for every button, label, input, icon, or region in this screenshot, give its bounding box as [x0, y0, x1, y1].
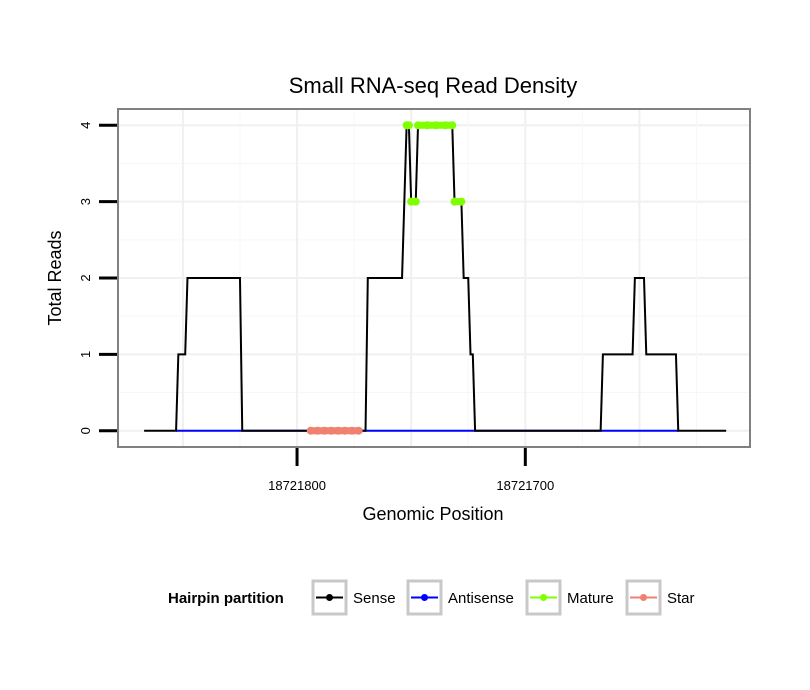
series-star-point: [354, 426, 363, 435]
series-star-point: [327, 426, 336, 435]
y-tick-label: 0: [78, 427, 93, 434]
y-tick-label: 2: [78, 274, 93, 281]
legend: Hairpin partition Sense Antisense Mature St…: [168, 579, 695, 616]
series-star-point: [306, 426, 315, 435]
legend-item-sense: Sense: [311, 579, 396, 616]
series-mature-point: [404, 121, 413, 130]
series-mature-point: [423, 121, 432, 130]
legend-key-point: [326, 594, 333, 601]
x-axis-label: Genomic Position: [362, 504, 503, 524]
y-axis-label: Total Reads: [45, 230, 65, 325]
y-axis: 0 1 2 3 4: [78, 122, 117, 434]
legend-key-point: [540, 594, 547, 601]
plot-panel-border: [117, 108, 751, 448]
series-mature-point: [457, 197, 466, 206]
series-layer: [144, 121, 727, 435]
series-mature-point: [448, 121, 457, 130]
legend-title: Hairpin partition: [168, 590, 284, 607]
legend-label: Antisense: [448, 590, 514, 607]
chart-title: Small RNA-seq Read Density: [289, 73, 578, 98]
series-mature-point: [441, 121, 450, 130]
legend-key-point: [640, 594, 647, 601]
legend-item-mature: Mature: [525, 579, 614, 616]
legend-label: Mature: [567, 590, 614, 607]
legend-item-star: Star: [625, 579, 695, 616]
y-tick-label: 4: [78, 122, 93, 129]
series-mature-point: [450, 197, 459, 206]
series-mature-point: [414, 121, 423, 130]
series-mature-point: [432, 121, 441, 130]
legend-item-antisense: Antisense: [406, 579, 514, 616]
series-star-point: [347, 426, 356, 435]
series-star-point: [320, 426, 329, 435]
x-tick-label: 18721700: [496, 478, 554, 493]
series-star: [306, 426, 363, 435]
legend-label: Star: [667, 590, 695, 607]
series-star-point: [313, 426, 322, 435]
legend-label: Sense: [353, 590, 396, 607]
series-mature: [402, 121, 466, 206]
x-axis: 18721800 18721700: [268, 448, 554, 493]
legend-key-point: [421, 594, 428, 601]
series-star-point: [334, 426, 343, 435]
series-mature-point: [411, 197, 420, 206]
y-tick-label: 1: [78, 351, 93, 358]
y-tick-label: 3: [78, 198, 93, 205]
series-star-point: [340, 426, 349, 435]
x-tick-label: 18721800: [268, 478, 326, 493]
